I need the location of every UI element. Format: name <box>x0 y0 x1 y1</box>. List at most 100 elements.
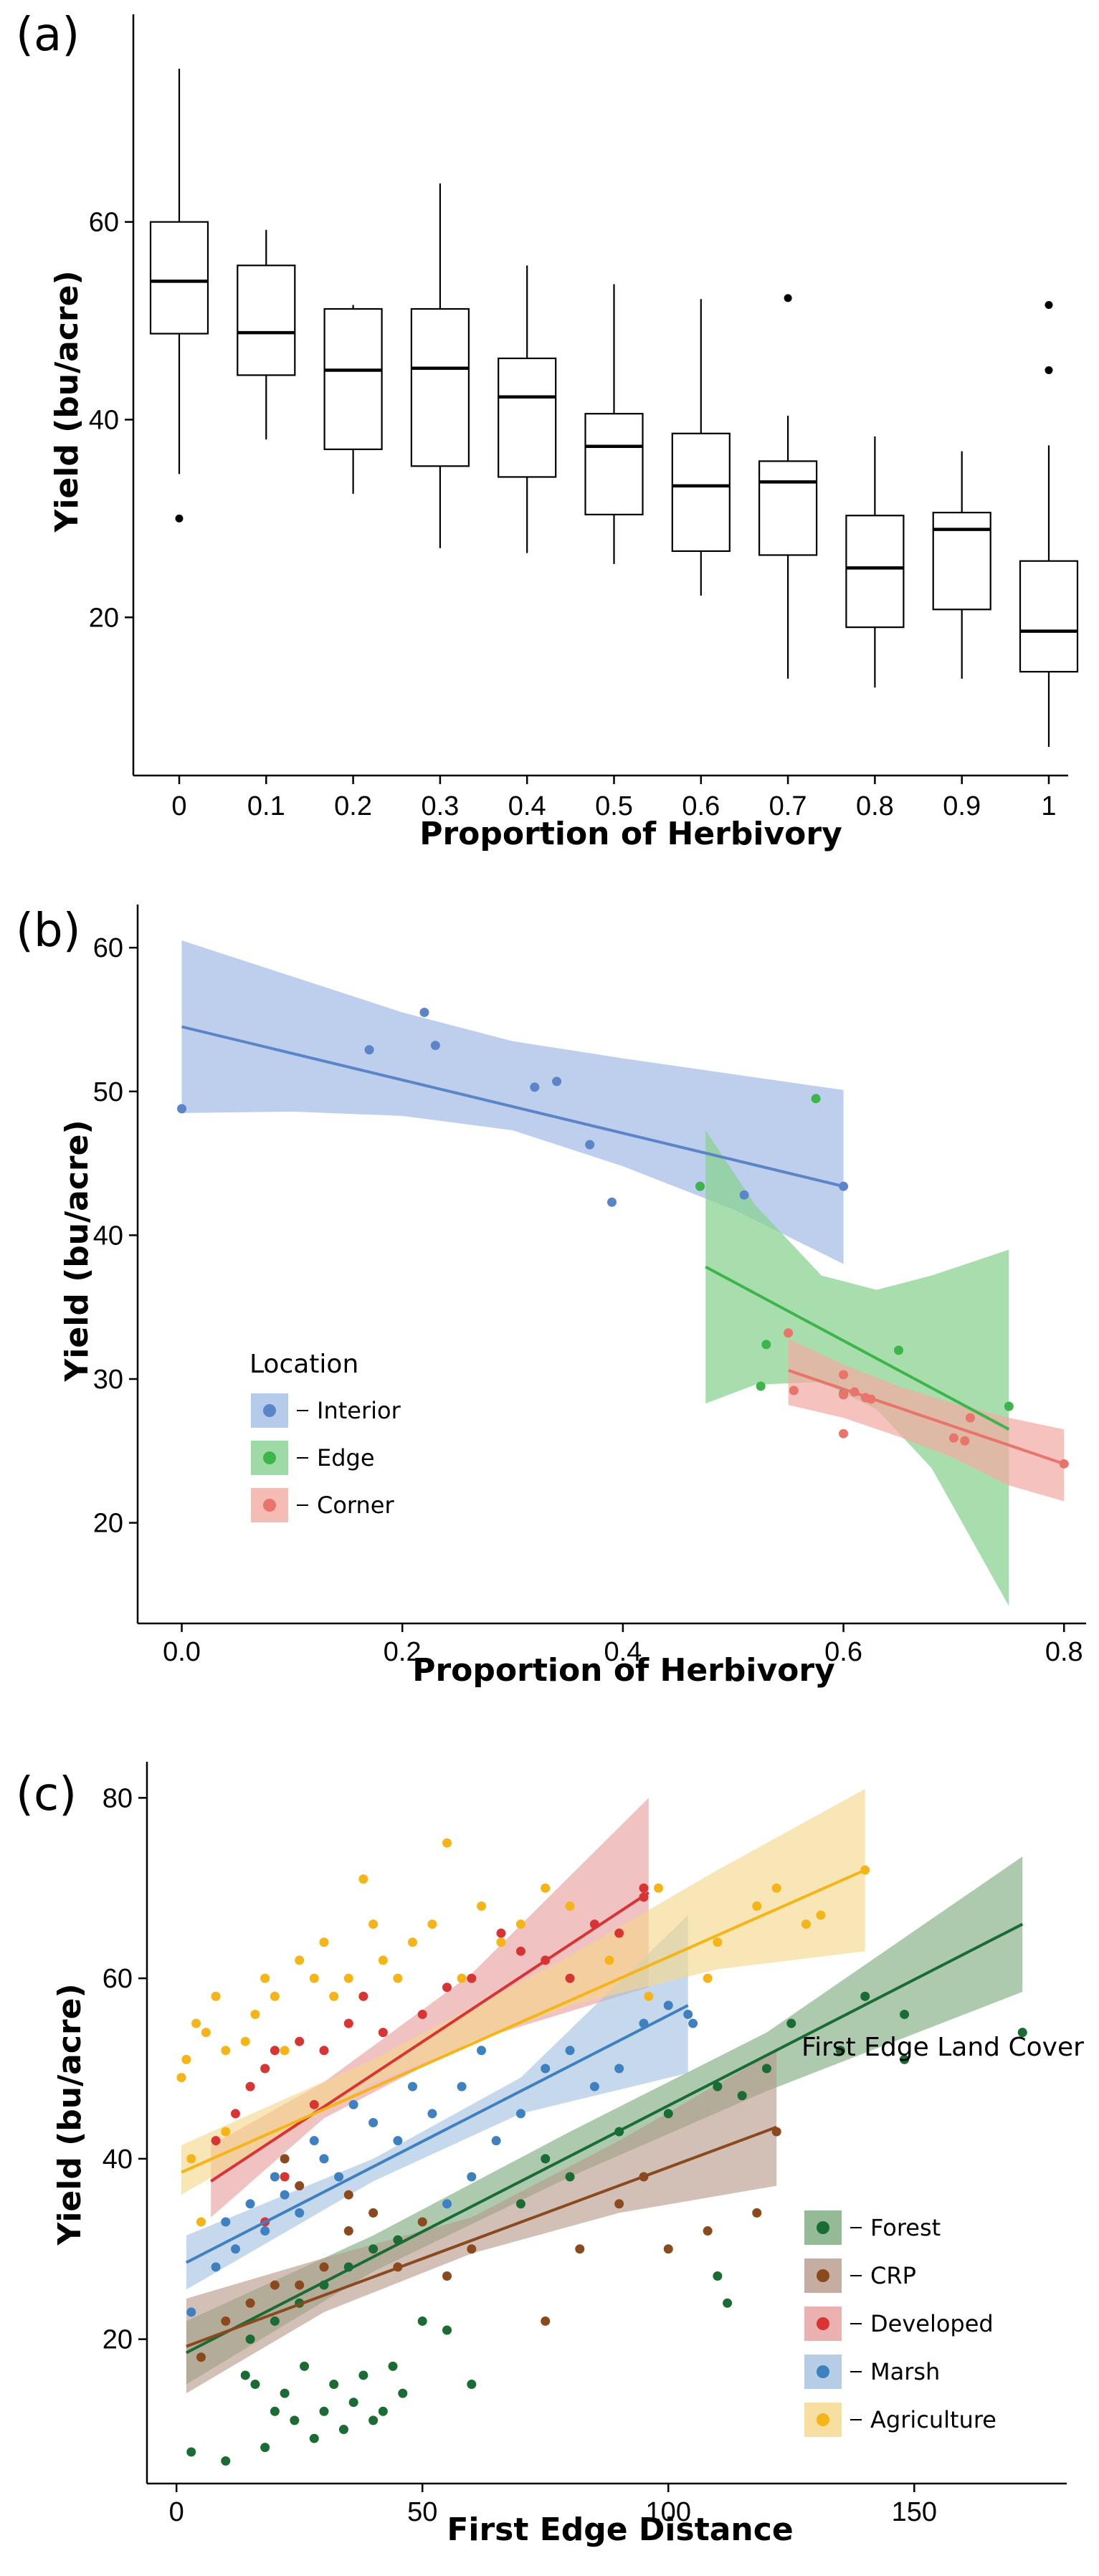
marsh-point <box>541 2064 551 2074</box>
marsh-point <box>565 2046 575 2056</box>
marsh-point <box>270 2172 280 2182</box>
iqr-box <box>845 515 905 629</box>
crp-point <box>467 2244 477 2254</box>
agriculture-point <box>358 1874 368 1884</box>
interior-point <box>364 1045 374 1055</box>
developed-point <box>309 2099 319 2109</box>
panel-a-x-title: Proportion of Herbivory <box>419 816 842 852</box>
legend-marker <box>263 1451 276 1464</box>
x-tick-label: 0.8 <box>856 791 894 821</box>
panel-c: (c) 20 40 60 80 0 50 100 150 First Edge Distanc… <box>16 1762 1084 2548</box>
y-tick-label: 20 <box>93 1509 123 1539</box>
agriculture-point <box>221 2127 231 2137</box>
legend-label: Developed <box>870 2310 994 2337</box>
marsh-point <box>663 2000 673 2010</box>
panel-c-legend: First Edge Land Cover Forest CRP Developed… <box>801 2033 1084 2437</box>
edge-point <box>1004 1401 1014 1411</box>
marsh-point <box>442 2199 452 2209</box>
crp-point <box>270 2280 280 2290</box>
x-tick-label: 1 <box>1041 791 1056 821</box>
y-tick-label: 60 <box>89 208 119 238</box>
agriculture-point <box>181 2054 191 2064</box>
iqr-box <box>410 307 470 467</box>
agriculture-point <box>457 1973 467 1983</box>
legend-marker <box>263 1499 276 1512</box>
y-tick-label: 50 <box>93 1077 123 1107</box>
agriculture-point <box>191 2018 201 2028</box>
forest-point <box>860 1991 870 2001</box>
y-tick-label: 80 <box>103 1783 133 1813</box>
corner-point <box>839 1428 849 1439</box>
agriculture-fit-line <box>181 1869 866 2174</box>
developed-point <box>319 2046 329 2056</box>
agriculture-point <box>378 1955 388 1965</box>
iqr-box <box>932 512 991 611</box>
y-tick-label: 40 <box>89 405 119 435</box>
developed-point <box>230 2109 240 2119</box>
y-tick-label: 60 <box>93 933 123 963</box>
agriculture-point <box>407 1937 417 1947</box>
forest-point <box>565 2172 575 2182</box>
y-tick-label: 40 <box>103 2145 133 2175</box>
interior-point <box>177 1104 187 1114</box>
crp-point <box>575 2244 585 2254</box>
forest-point <box>270 2406 280 2416</box>
panel-c-legend-title: First Edge Land Cover <box>801 2033 1084 2062</box>
crp-point <box>343 2190 353 2200</box>
box-1 <box>1019 300 1079 748</box>
developed-point <box>565 1973 575 1983</box>
developed-point <box>211 2136 221 2146</box>
box-0.6 <box>671 299 731 596</box>
interior-point <box>607 1197 617 1207</box>
developed-point <box>467 1973 477 1983</box>
agriculture-point <box>343 1973 353 1983</box>
crp-point <box>280 2154 290 2164</box>
panel-b-letter: (b) <box>16 905 81 958</box>
legend-item-corner: Corner <box>251 1488 394 1522</box>
box-0.2 <box>323 305 383 494</box>
crp-point <box>614 2199 624 2209</box>
agriculture-point <box>477 1901 487 1911</box>
agriculture-point <box>515 1919 525 1929</box>
crp-point <box>319 2262 329 2272</box>
panel-a-y-title: Yield (bu/acre) <box>49 270 85 533</box>
box-0.1 <box>237 229 296 440</box>
marsh-points <box>186 2000 698 2317</box>
corner-point <box>784 1328 794 1338</box>
forest-point <box>515 2199 525 2209</box>
interior-point <box>552 1077 562 1087</box>
iqr-box <box>323 307 383 450</box>
forest-point <box>319 2406 329 2416</box>
forest-point <box>723 2298 733 2308</box>
marsh-point <box>260 2226 270 2236</box>
panel-c-y-title: Yield (bu/acre) <box>52 1983 88 2246</box>
interior-point <box>739 1190 749 1200</box>
iqr-box <box>498 357 557 478</box>
forest-points <box>186 1991 1027 2466</box>
agriculture-point <box>260 1973 270 1983</box>
edge-point <box>893 1345 903 1355</box>
agriculture-confidence-band <box>181 1788 865 2195</box>
interior-confidence-band <box>181 940 844 1264</box>
agriculture-point <box>211 1991 221 2001</box>
marsh-point <box>467 2172 477 2182</box>
marsh-point <box>295 2208 305 2218</box>
corner-confidence-band <box>788 1338 1065 1502</box>
box-0 <box>149 68 209 523</box>
forest-point <box>186 2447 196 2457</box>
y-tick-label: 20 <box>89 603 119 633</box>
panel-b-y-title: Yield (bu/acre) <box>59 1120 95 1382</box>
legend-item-developed: Developed <box>804 2307 994 2341</box>
iqr-box <box>758 460 818 556</box>
forest-point <box>467 2380 477 2390</box>
marsh-point <box>368 2118 379 2127</box>
edge-fit-line <box>705 1265 1010 1431</box>
marsh-point <box>211 2262 221 2272</box>
iqr-box <box>671 432 731 553</box>
crp-point <box>245 2298 255 2308</box>
edge-point <box>756 1381 766 1391</box>
forest-point <box>358 2370 368 2380</box>
developed-point <box>496 1928 506 1938</box>
x-tick-label: 0.1 <box>247 791 285 821</box>
marsh-point <box>614 2064 624 2074</box>
